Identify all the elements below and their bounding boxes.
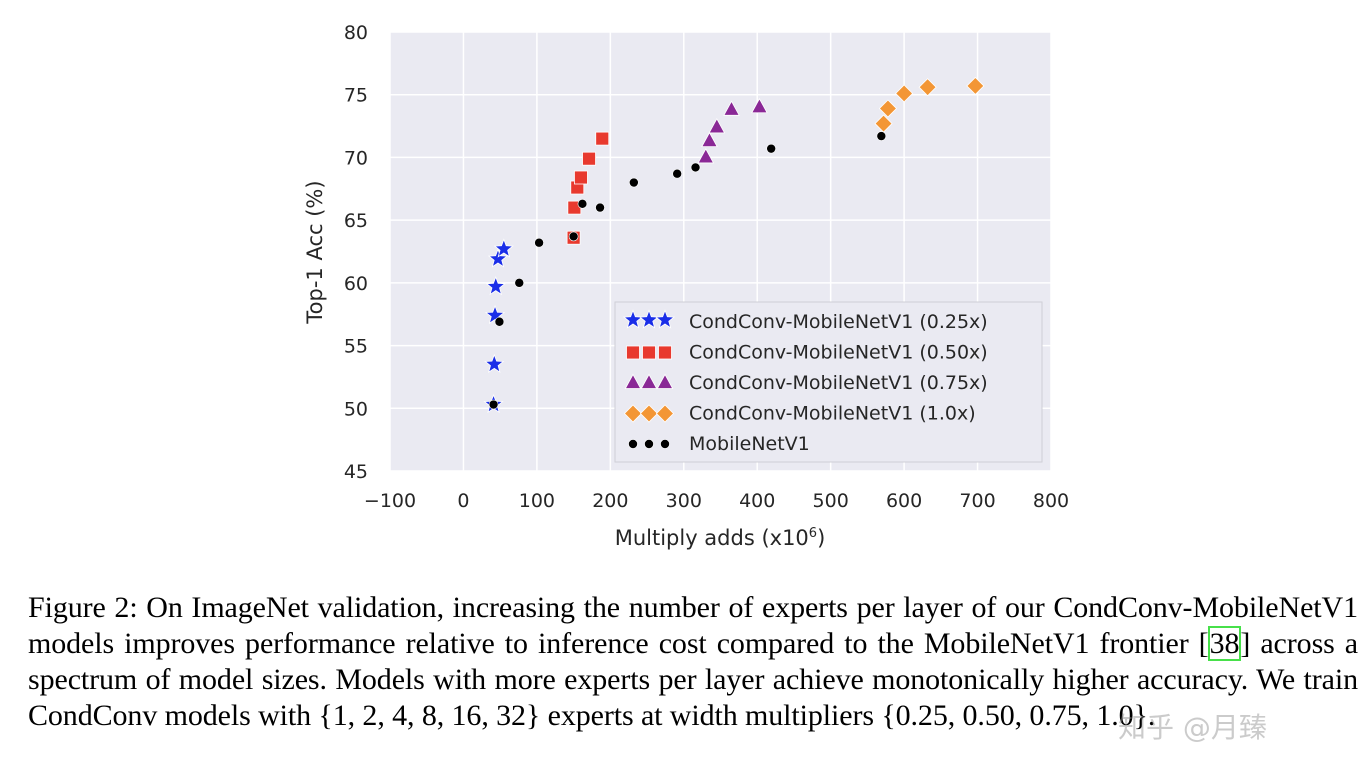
data-point <box>723 100 740 116</box>
data-point <box>488 399 499 410</box>
series-2 <box>697 97 768 164</box>
data-points <box>483 76 985 414</box>
x-tick-label: 600 <box>886 490 922 512</box>
y-tick-labels: 45 50 55 60 65 70 75 80 <box>344 22 368 483</box>
legend-marker <box>658 345 672 360</box>
legend-marker <box>644 439 654 449</box>
data-point <box>766 143 776 154</box>
y-tick-label: 60 <box>344 273 368 295</box>
legend-box <box>614 301 1043 463</box>
caption-text-start: Figure 2: On ImageNet validation, increa… <box>28 591 1358 660</box>
x-tick-label: 800 <box>1033 490 1069 512</box>
x-tick-label: 200 <box>592 490 628 512</box>
data-point <box>629 177 639 188</box>
data-point <box>514 278 525 288</box>
legend-marker <box>628 439 638 449</box>
legend-marker <box>624 373 642 389</box>
figure-caption: Figure 2: On ImageNet validation, increa… <box>28 590 1358 734</box>
legend-item: CondConv-MobileNetV1 (0.75x) <box>624 372 988 394</box>
legend-label: CondConv-MobileNetV1 (0.75x) <box>689 372 988 394</box>
data-point <box>595 202 605 213</box>
data-point <box>876 131 887 141</box>
data-point <box>672 168 682 179</box>
data-point <box>697 148 715 164</box>
x-tick-label: 300 <box>666 490 702 512</box>
legend-item: CondConv-MobileNetV1 (1.0x) <box>623 403 976 425</box>
data-point <box>690 162 701 173</box>
y-tick-label: 70 <box>344 147 368 169</box>
legend-marker <box>660 439 670 449</box>
y-tick-label: 80 <box>344 22 368 44</box>
legend-item: MobileNetV1 <box>628 433 810 455</box>
legend-marker <box>623 404 643 423</box>
data-point <box>485 275 506 296</box>
data-point <box>487 248 509 268</box>
grid-lines <box>389 31 1052 472</box>
x-tick-label: 500 <box>813 490 849 512</box>
y-tick-label: 45 <box>344 461 368 483</box>
series-3 <box>874 76 985 133</box>
data-point <box>582 151 596 166</box>
data-point <box>751 97 768 114</box>
data-point <box>493 238 514 258</box>
data-point <box>484 353 505 373</box>
legend-label: MobileNetV1 <box>689 433 810 455</box>
data-point <box>918 78 937 97</box>
legend-marker <box>626 345 640 360</box>
data-point <box>577 199 588 209</box>
legend-marker <box>640 373 658 389</box>
data-point <box>534 237 544 248</box>
legend-label: CondConv-MobileNetV1 (1.0x) <box>689 403 976 425</box>
data-point <box>595 131 610 146</box>
x-tick-labels: −100 0 100 200 300 400 500 600 700 800 <box>364 490 1069 512</box>
x-tick-label: 700 <box>959 490 995 512</box>
y-tick-label: 65 <box>344 210 368 232</box>
legend-marker <box>655 404 675 423</box>
x-axis-label: Multiply adds (x106) <box>615 526 826 550</box>
x-tick-label: 0 <box>457 490 469 512</box>
watermark: 知乎 @月臻 <box>1118 711 1267 744</box>
legend-item: CondConv-MobileNetV1 (0.50x) <box>626 342 988 364</box>
data-point <box>708 117 726 134</box>
data-point <box>966 76 985 95</box>
scatter-chart: −100 0 100 200 300 400 500 600 700 800 45 50 55 60 65… <box>303 22 1069 550</box>
y-tick-label: 55 <box>344 336 368 358</box>
x-tick-label: 400 <box>739 490 775 512</box>
data-point <box>701 131 718 148</box>
series-4 <box>488 131 887 410</box>
caption-text-end: ] across a spectrum of model sizes. Mode… <box>28 627 1358 732</box>
data-point <box>574 170 588 185</box>
legend-marker <box>642 345 656 360</box>
legend-item: CondConv-MobileNetV1 (0.25x) <box>622 309 988 333</box>
data-point <box>484 304 506 325</box>
data-point <box>878 99 898 118</box>
legend-label: CondConv-MobileNetV1 (0.25x) <box>689 311 988 333</box>
x-tick-label: −100 <box>364 490 416 512</box>
legend-label: CondConv-MobileNetV1 (0.50x) <box>689 342 988 364</box>
y-tick-label: 50 <box>344 398 368 420</box>
data-point <box>494 316 505 327</box>
legend-marker <box>639 404 659 423</box>
legend-items: CondConv-MobileNetV1 (0.25x) CondConv-Mob… <box>622 309 988 455</box>
citation-link[interactable]: 38 <box>1207 626 1242 661</box>
legend-marker <box>656 373 674 389</box>
x-tick-label: 100 <box>519 490 555 512</box>
data-point <box>895 84 914 103</box>
y-tick-label: 75 <box>344 85 368 107</box>
data-point <box>568 231 579 242</box>
legend: CondConv-MobileNetV1 (0.25x) CondConv-Mob… <box>614 301 1043 463</box>
legend-marker <box>654 309 676 329</box>
y-axis-label: Top-1 Acc (%) <box>303 180 327 324</box>
